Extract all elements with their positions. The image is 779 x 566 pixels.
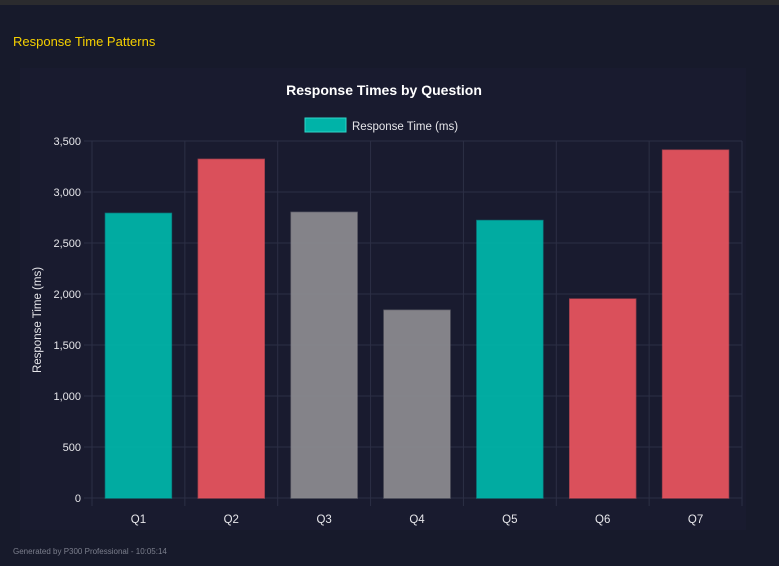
window-top-bar (0, 0, 779, 5)
legend-label: Response Time (ms) (352, 121, 458, 133)
bar-q7 (661, 149, 730, 499)
y-tick-label: 3,000 (53, 187, 81, 199)
x-tick-label: Q3 (316, 514, 331, 526)
bar-q6 (569, 298, 637, 499)
x-tick-label: Q5 (502, 514, 517, 526)
x-tick-label: Q2 (224, 514, 239, 526)
section-title: Response Time Patterns (13, 34, 156, 49)
y-tick-label: 500 (63, 442, 81, 454)
y-tick-label: 3,500 (53, 136, 81, 148)
chart-title: Response Times by Question (286, 82, 482, 98)
bar-q4 (383, 309, 451, 499)
y-tick-label: 2,500 (53, 238, 81, 250)
y-tick-label: 1,000 (53, 391, 81, 403)
y-tick-label: 0 (75, 493, 81, 505)
y-axis-title: Response Time (ms) (32, 267, 44, 373)
bar-q5 (476, 219, 544, 499)
x-tick-label: Q6 (595, 514, 610, 526)
bar-q1 (104, 212, 173, 499)
legend-swatch (304, 117, 347, 133)
y-tick-label: 1,500 (53, 340, 81, 352)
footer-text: Generated by P300 Professional - 10:05:1… (13, 547, 167, 556)
x-tick-label: Q1 (131, 514, 146, 526)
x-tick-label: Q4 (409, 514, 425, 526)
bar-q3 (290, 211, 358, 499)
y-tick-label: 2,000 (53, 289, 81, 301)
x-tick-label: Q7 (688, 514, 703, 526)
bar-q2 (197, 158, 265, 499)
